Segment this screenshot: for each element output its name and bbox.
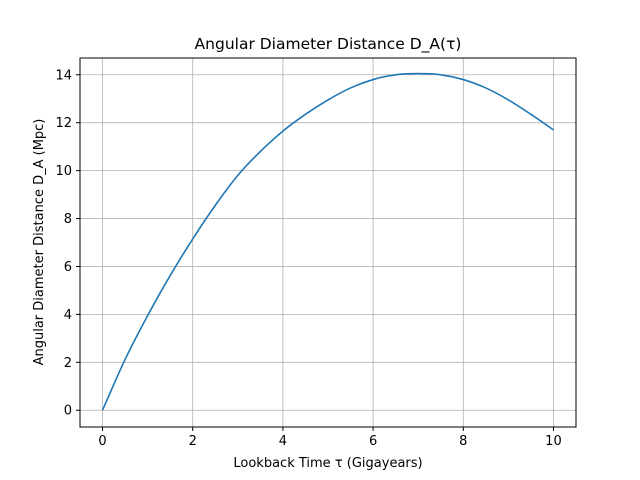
y-tick-label: 4 [64,308,72,323]
y-tick-label: 2 [64,356,72,371]
axis-ticks: 0 2 4 6 8 10 0 2 4 6 8 10 12 14 [55,68,561,449]
y-tick-label: 0 [64,404,72,419]
y-tick-label: 6 [64,260,72,275]
x-tick-label: 4 [279,434,287,449]
y-tick-label: 10 [55,164,72,179]
y-axis-label: Angular Diameter Distance D_A (Mpc) [32,119,47,366]
x-axis-label: Lookback Time τ (Gigayears) [233,456,422,471]
x-tick-label: 0 [98,434,106,449]
x-tick-label: 10 [545,434,562,449]
chart-title: Angular Diameter Distance D_A(τ) [195,35,462,54]
series-line [101,72,554,411]
y-tick-label: 12 [55,116,72,131]
y-tick-label: 8 [64,212,72,227]
x-tick-label: 2 [189,434,197,449]
x-tick-label: 8 [459,434,467,449]
plot-frame [79,57,577,428]
grid [80,58,576,427]
y-tick-label: 14 [55,68,72,83]
x-tick-label: 6 [369,434,377,449]
